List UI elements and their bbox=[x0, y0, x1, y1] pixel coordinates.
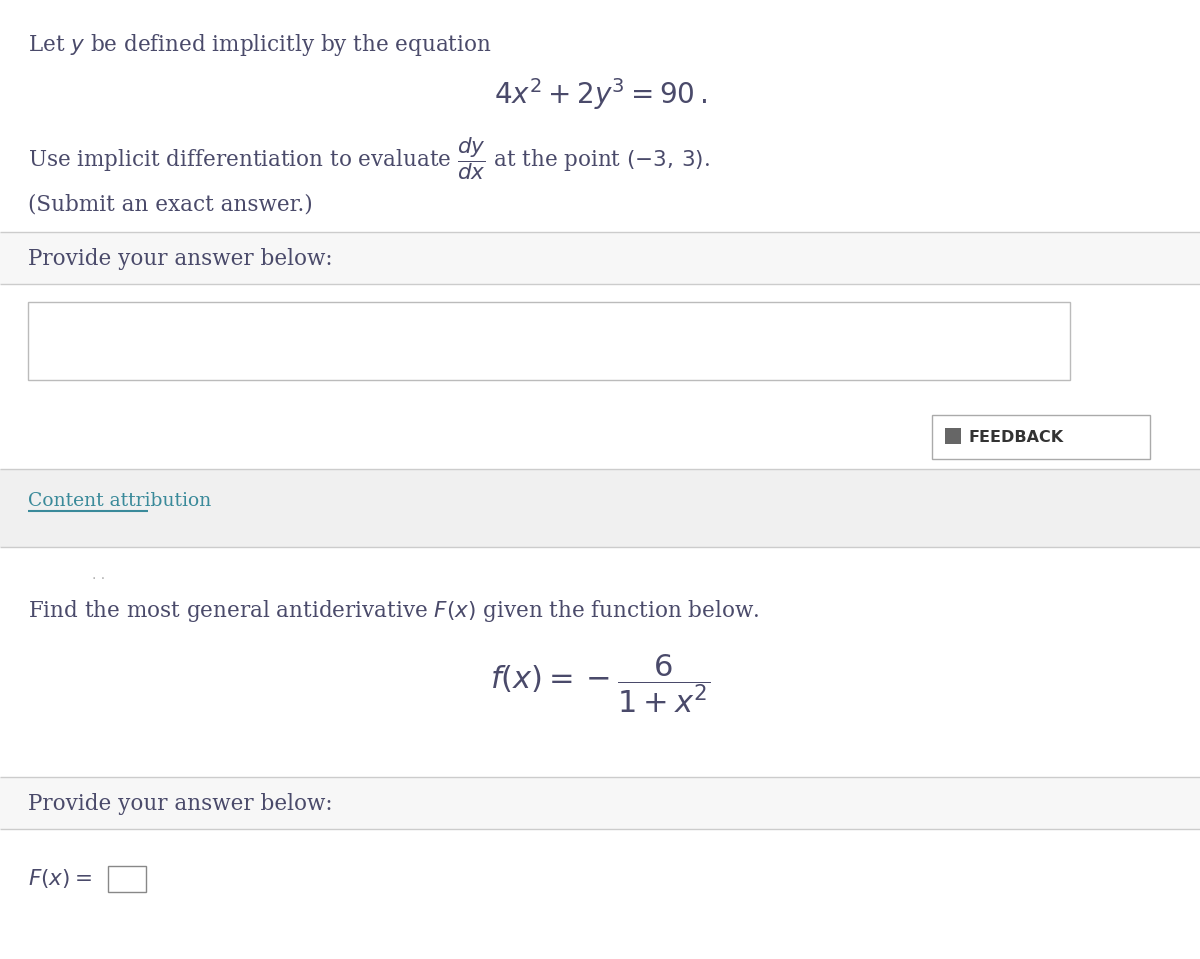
FancyBboxPatch shape bbox=[946, 428, 961, 444]
Text: Let $y$ be defined implicitly by the equation: Let $y$ be defined implicitly by the equ… bbox=[28, 32, 492, 58]
FancyBboxPatch shape bbox=[28, 302, 1070, 380]
FancyBboxPatch shape bbox=[0, 284, 1200, 469]
Text: (Submit an exact answer.): (Submit an exact answer.) bbox=[28, 193, 313, 215]
FancyBboxPatch shape bbox=[932, 415, 1150, 459]
Text: Content attribution: Content attribution bbox=[28, 492, 211, 510]
Text: $F(x) =$: $F(x) =$ bbox=[28, 868, 92, 891]
Text: Find the most general antiderivative $F(x)$ given the function below.: Find the most general antiderivative $F(… bbox=[28, 598, 760, 624]
FancyBboxPatch shape bbox=[0, 469, 1200, 547]
Text: $f(x) = -\dfrac{6}{1+x^2}$: $f(x) = -\dfrac{6}{1+x^2}$ bbox=[490, 652, 710, 714]
Text: Provide your answer below:: Provide your answer below: bbox=[28, 793, 332, 815]
Text: Provide your answer below:: Provide your answer below: bbox=[28, 248, 332, 270]
Text: FEEDBACK: FEEDBACK bbox=[968, 430, 1063, 445]
Text: . .: . . bbox=[92, 568, 106, 582]
FancyBboxPatch shape bbox=[108, 866, 146, 892]
FancyBboxPatch shape bbox=[0, 547, 1200, 777]
FancyBboxPatch shape bbox=[0, 0, 1200, 470]
FancyBboxPatch shape bbox=[0, 777, 1200, 829]
Text: Use implicit differentiation to evaluate $\dfrac{dy}{dx}$ at the point $(-3,\,3): Use implicit differentiation to evaluate… bbox=[28, 135, 710, 181]
Text: $4x^2 + 2y^3 = 90\,.$: $4x^2 + 2y^3 = 90\,.$ bbox=[493, 76, 707, 112]
FancyBboxPatch shape bbox=[0, 829, 1200, 959]
FancyBboxPatch shape bbox=[0, 232, 1200, 284]
